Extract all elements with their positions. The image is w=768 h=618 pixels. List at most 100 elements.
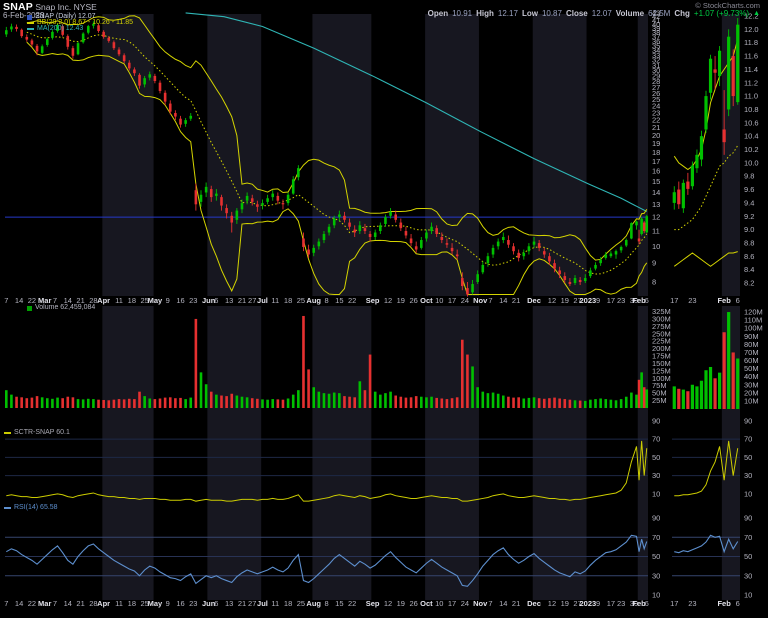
svg-text:90M: 90M bbox=[744, 332, 759, 341]
svg-text:7: 7 bbox=[53, 296, 57, 305]
svg-text:21: 21 bbox=[76, 296, 84, 305]
svg-text:Feb: Feb bbox=[632, 599, 646, 608]
svg-text:90: 90 bbox=[652, 514, 660, 523]
volume-legend: Volume 62,459,084 bbox=[27, 304, 95, 311]
svg-text:Feb: Feb bbox=[717, 599, 731, 608]
svg-text:23: 23 bbox=[189, 296, 197, 305]
svg-text:50M: 50M bbox=[744, 364, 759, 373]
high-value: 12.17 bbox=[497, 9, 518, 18]
svg-text:27: 27 bbox=[573, 599, 581, 608]
svg-text:9: 9 bbox=[166, 296, 170, 305]
candle-series-icon bbox=[27, 14, 32, 20]
svg-text:9: 9 bbox=[596, 296, 600, 305]
svg-text:30: 30 bbox=[630, 599, 638, 608]
svg-text:24: 24 bbox=[461, 599, 469, 608]
svg-text:30: 30 bbox=[744, 471, 752, 480]
svg-text:23: 23 bbox=[688, 599, 696, 608]
svg-text:Nov: Nov bbox=[473, 296, 488, 305]
volume-label: Volume bbox=[615, 9, 645, 18]
svg-text:25M: 25M bbox=[652, 396, 667, 405]
svg-text:11.8: 11.8 bbox=[744, 38, 758, 47]
ma200-line bbox=[185, 12, 648, 212]
svg-text:19: 19 bbox=[652, 139, 660, 148]
svg-text:Sep: Sep bbox=[366, 296, 380, 305]
svg-text:17: 17 bbox=[448, 599, 456, 608]
svg-text:225M: 225M bbox=[652, 337, 671, 346]
svg-text:9.0: 9.0 bbox=[744, 225, 754, 234]
svg-text:40M: 40M bbox=[744, 372, 759, 381]
svg-text:31: 31 bbox=[652, 61, 660, 70]
svg-text:Sep: Sep bbox=[366, 599, 380, 608]
svg-text:9.2: 9.2 bbox=[744, 212, 754, 221]
svg-text:90: 90 bbox=[652, 416, 660, 425]
svg-text:Aug: Aug bbox=[306, 296, 321, 305]
svg-text:11.0: 11.0 bbox=[744, 92, 758, 101]
svg-text:18: 18 bbox=[284, 599, 292, 608]
svg-text:Feb: Feb bbox=[717, 296, 731, 305]
rsi-panel bbox=[5, 534, 740, 587]
svg-text:Nov: Nov bbox=[473, 599, 488, 608]
svg-text:50: 50 bbox=[744, 453, 752, 462]
svg-text:8: 8 bbox=[324, 599, 328, 608]
svg-text:24: 24 bbox=[652, 102, 660, 111]
svg-text:10: 10 bbox=[652, 242, 660, 251]
svg-text:23: 23 bbox=[652, 109, 660, 118]
quote-bar: Open 10.91 High 12.17 Low 10.87 Close 12.07 … bbox=[428, 9, 760, 18]
ticker-header: SNAP Snap Inc. NYSE bbox=[3, 1, 97, 13]
open-value: 10.91 bbox=[452, 9, 473, 18]
svg-text:16: 16 bbox=[176, 599, 184, 608]
svg-text:19: 19 bbox=[561, 599, 569, 608]
svg-text:8: 8 bbox=[652, 278, 656, 287]
svg-text:90: 90 bbox=[744, 514, 752, 523]
svg-text:10: 10 bbox=[435, 599, 443, 608]
svg-text:12: 12 bbox=[548, 599, 556, 608]
svg-text:175M: 175M bbox=[652, 352, 671, 361]
bb-upper-line bbox=[26, 15, 648, 261]
exchange-label: NYSE bbox=[73, 2, 97, 12]
svg-text:19: 19 bbox=[397, 296, 405, 305]
svg-text:10: 10 bbox=[435, 296, 443, 305]
svg-text:25: 25 bbox=[140, 599, 148, 608]
svg-text:150M: 150M bbox=[652, 359, 671, 368]
svg-text:Jun: Jun bbox=[202, 296, 216, 305]
volume-panel bbox=[5, 312, 740, 409]
svg-text:34: 34 bbox=[652, 46, 660, 55]
svg-text:75M: 75M bbox=[652, 381, 667, 390]
svg-text:6: 6 bbox=[736, 296, 740, 305]
svg-text:10.4: 10.4 bbox=[744, 132, 759, 141]
svg-text:14: 14 bbox=[64, 296, 72, 305]
svg-text:22: 22 bbox=[348, 599, 356, 608]
svg-text:30M: 30M bbox=[744, 380, 759, 389]
svg-text:60M: 60M bbox=[744, 356, 759, 365]
svg-text:Jul: Jul bbox=[257, 296, 268, 305]
svg-text:11: 11 bbox=[115, 599, 123, 608]
svg-text:30: 30 bbox=[652, 66, 660, 75]
sctr-line-inset bbox=[674, 440, 739, 497]
svg-text:Aug: Aug bbox=[306, 599, 321, 608]
svg-text:9: 9 bbox=[652, 259, 656, 268]
bb-mid-line-inset bbox=[674, 145, 739, 231]
svg-text:9.8: 9.8 bbox=[744, 172, 754, 181]
svg-text:8.6: 8.6 bbox=[744, 252, 754, 261]
chg-value: +1.07 (+9.73%) bbox=[693, 9, 750, 18]
svg-text:28: 28 bbox=[652, 77, 660, 86]
svg-text:14: 14 bbox=[15, 599, 23, 608]
svg-text:7: 7 bbox=[53, 599, 57, 608]
svg-text:13: 13 bbox=[652, 200, 660, 209]
svg-text:11: 11 bbox=[115, 296, 123, 305]
svg-text:300M: 300M bbox=[652, 314, 671, 323]
company-name: Snap Inc. bbox=[35, 2, 72, 12]
svg-text:9: 9 bbox=[596, 599, 600, 608]
sctr-panel bbox=[5, 438, 740, 502]
svg-text:27: 27 bbox=[652, 83, 660, 92]
svg-text:20M: 20M bbox=[744, 388, 759, 397]
svg-text:90: 90 bbox=[744, 416, 752, 425]
svg-text:Apr: Apr bbox=[97, 296, 110, 305]
svg-text:Dec: Dec bbox=[527, 296, 541, 305]
low-value: 10.87 bbox=[541, 9, 562, 18]
svg-text:14: 14 bbox=[652, 188, 660, 197]
svg-text:9.4: 9.4 bbox=[744, 198, 754, 207]
svg-text:8.2: 8.2 bbox=[744, 279, 754, 288]
